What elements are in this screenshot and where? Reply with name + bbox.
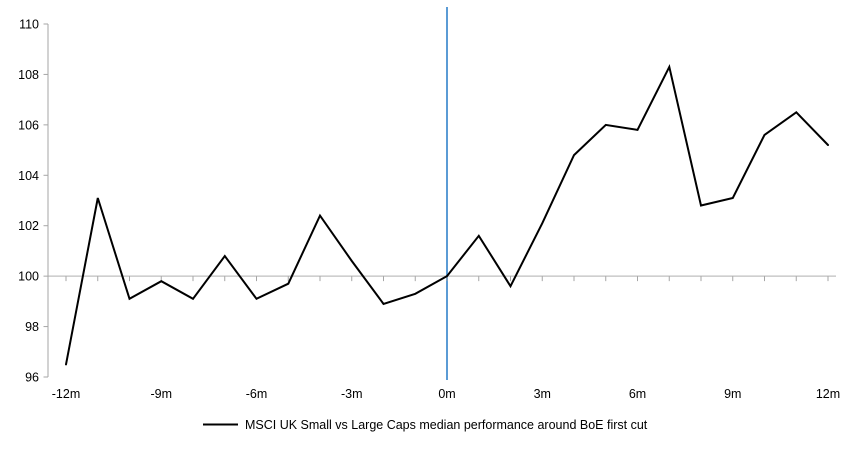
x-tick-label: -3m (341, 387, 363, 401)
data-series-line (65, 63, 829, 366)
x-tick-label: 0m (438, 387, 455, 401)
y-tick-label: 104 (18, 169, 39, 183)
y-tick-label: 102 (18, 219, 39, 233)
legend-label: MSCI UK Small vs Large Caps median perfo… (245, 418, 648, 432)
x-tick-label: -9m (150, 387, 172, 401)
x-tick-label: 9m (724, 387, 741, 401)
x-tick-label: 6m (629, 387, 646, 401)
y-axis (43, 23, 49, 378)
y-tick-label: 96 (25, 371, 39, 385)
y-axis-tick-labels: 96 98 100 102 104 106 108 110 (18, 18, 39, 385)
y-tick-label: 110 (19, 18, 39, 32)
x-tick-label: 12m (816, 387, 840, 401)
x-axis-ticks (65, 276, 829, 282)
x-axis-tick-labels: -12m -9m -6m -3m 0m 3m 6m 9m 12m (52, 387, 840, 401)
legend: MSCI UK Small vs Large Caps median perfo… (203, 418, 648, 432)
x-tick-label: -6m (246, 387, 268, 401)
y-tick-label: 108 (18, 68, 39, 82)
x-tick-label: -12m (52, 387, 80, 401)
y-tick-label: 100 (18, 270, 39, 284)
y-tick-label: 98 (25, 320, 39, 334)
y-tick-label: 106 (18, 118, 39, 132)
x-tick-label: 3m (534, 387, 551, 401)
